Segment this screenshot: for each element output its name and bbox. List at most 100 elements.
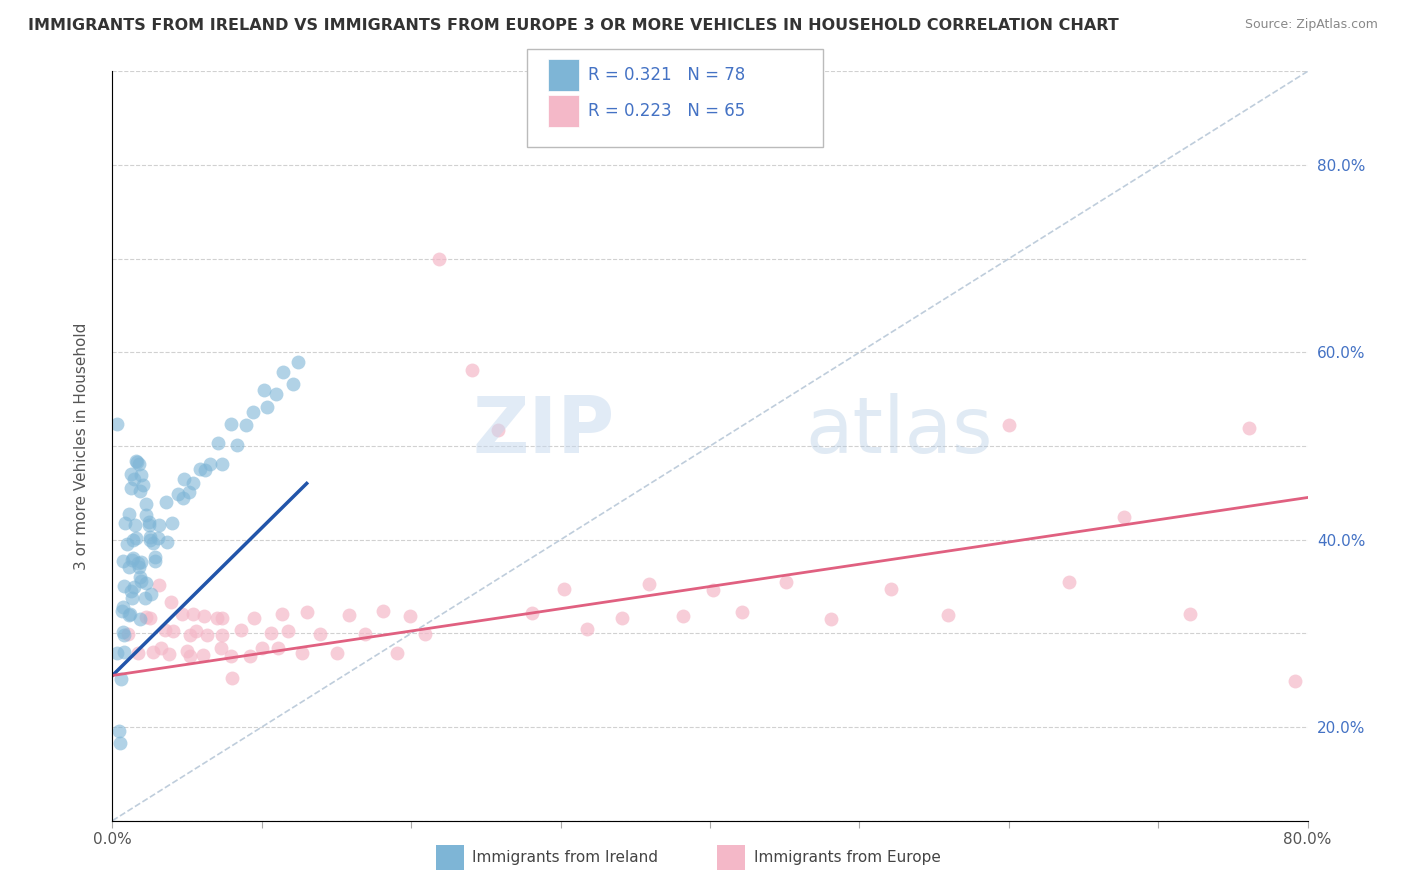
Point (139, 530, 162, 544)
Point (427, 252, 450, 267)
Point (120, 583, 142, 598)
Point (135, 497, 157, 511)
Point (179, 628, 201, 642)
Point (243, 611, 266, 625)
Point (128, 560, 150, 574)
Text: Source: ZipAtlas.com: Source: ZipAtlas.com (1244, 18, 1378, 31)
Point (271, 365, 294, 379)
Point (211, 611, 233, 625)
Point (129, 468, 152, 483)
Point (111, 553, 134, 567)
Point (160, 516, 183, 531)
Point (193, 462, 215, 476)
Point (121, 550, 143, 565)
Point (250, 641, 273, 656)
Point (638, 576, 661, 591)
Point (129, 484, 152, 499)
Text: atlas: atlas (806, 393, 993, 469)
Point (135, 508, 157, 522)
Point (207, 436, 229, 450)
Point (143, 554, 166, 568)
Point (127, 646, 149, 660)
Point (219, 417, 242, 431)
Point (120, 481, 142, 495)
Point (134, 591, 156, 606)
Point (114, 645, 136, 659)
Point (159, 595, 181, 609)
Point (129, 574, 152, 588)
Point (281, 376, 304, 391)
Y-axis label: 3 or more Vehicles in Household: 3 or more Vehicles in Household (75, 322, 89, 570)
Point (181, 607, 204, 621)
Point (141, 586, 163, 600)
Point (188, 462, 211, 476)
Point (385, 646, 408, 660)
Point (118, 507, 141, 521)
Point (111, 625, 134, 640)
Point (520, 606, 543, 620)
Point (105, 646, 128, 660)
Point (117, 560, 139, 574)
Point (173, 473, 195, 487)
Point (162, 624, 184, 639)
Point (124, 472, 146, 486)
Point (129, 555, 152, 569)
Point (108, 736, 131, 750)
Point (132, 478, 155, 492)
Point (938, 607, 960, 622)
Point (461, 362, 484, 376)
Point (820, 612, 842, 626)
Point (120, 607, 142, 621)
Point (191, 648, 214, 663)
Point (211, 457, 233, 471)
Point (371, 604, 394, 618)
Point (124, 518, 146, 533)
Point (260, 626, 283, 640)
Point (153, 623, 176, 637)
Point (1237, 421, 1260, 435)
Point (118, 607, 141, 622)
Point (252, 384, 274, 398)
Point (110, 604, 132, 618)
Point (672, 609, 695, 624)
Point (156, 535, 179, 549)
Point (267, 641, 290, 656)
Point (127, 455, 149, 469)
Point (226, 438, 249, 452)
Point (117, 537, 139, 551)
Point (146, 531, 169, 545)
Point (207, 611, 229, 625)
Text: R = 0.223   N = 65: R = 0.223 N = 65 (588, 102, 745, 120)
Point (1057, 575, 1080, 590)
Point (879, 582, 901, 596)
Point (172, 491, 194, 506)
Point (221, 671, 243, 685)
Point (277, 624, 299, 638)
Point (108, 723, 131, 738)
Point (148, 578, 170, 592)
Point (117, 626, 139, 640)
Point (170, 607, 193, 622)
Text: R = 0.321   N = 78: R = 0.321 N = 78 (588, 66, 745, 84)
Point (221, 648, 243, 663)
Point (142, 536, 165, 550)
Point (139, 611, 162, 625)
Point (139, 533, 162, 547)
Point (120, 467, 142, 481)
Point (1284, 673, 1306, 688)
Point (122, 533, 145, 548)
Point (271, 607, 294, 621)
Point (143, 550, 166, 565)
Point (398, 608, 420, 623)
Point (176, 643, 198, 657)
Point (184, 624, 207, 639)
Point (612, 611, 634, 625)
Point (193, 609, 215, 624)
Point (242, 405, 264, 419)
Point (325, 647, 347, 661)
Text: IMMIGRANTS FROM IRELAND VS IMMIGRANTS FROM EUROPE 3 OR MORE VEHICLES IN HOUSEHOL: IMMIGRANTS FROM IRELAND VS IMMIGRANTS FR… (28, 18, 1119, 33)
Point (775, 574, 797, 589)
Point (135, 575, 157, 590)
Point (353, 627, 375, 641)
Point (179, 485, 201, 500)
